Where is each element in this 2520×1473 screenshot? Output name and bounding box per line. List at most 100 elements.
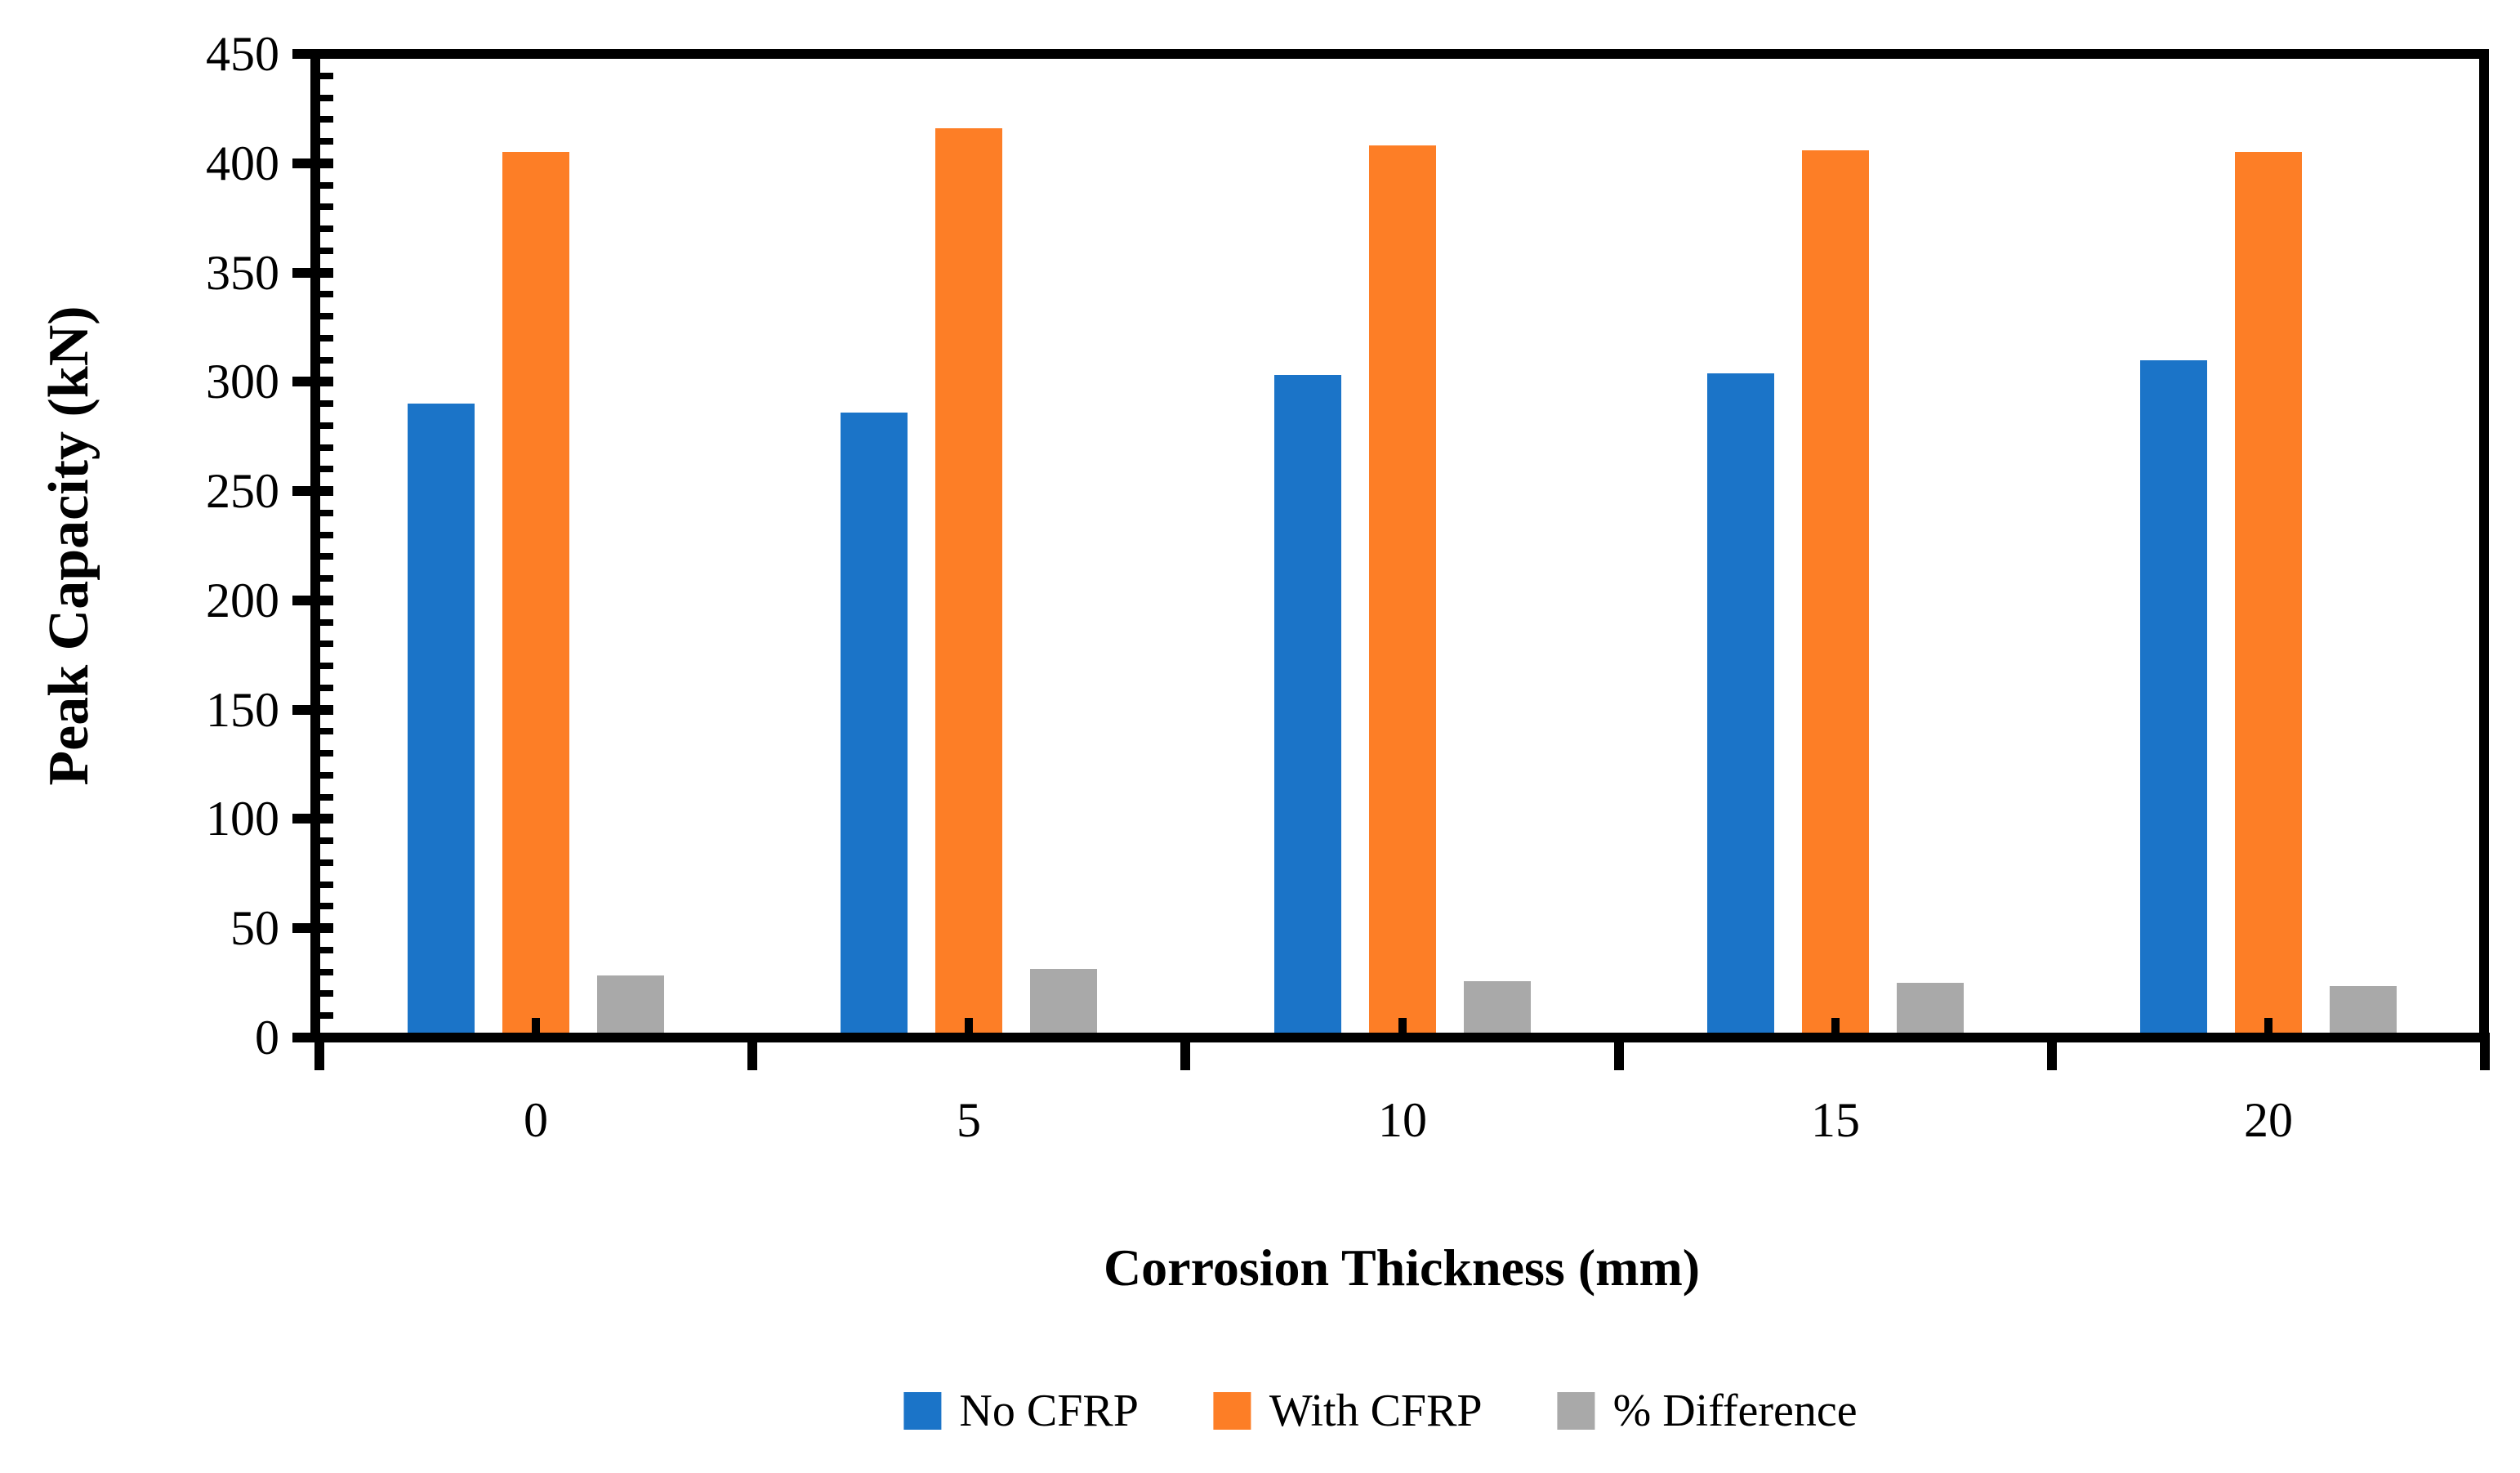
- bar-no-cfrp-15: [1707, 373, 1774, 1033]
- legend-label-percent-difference: % Difference: [1612, 1386, 1858, 1436]
- y-major-tick: [292, 268, 333, 278]
- y-minor-tick: [320, 422, 333, 429]
- y-minor-tick: [320, 947, 333, 953]
- bar-difference-5: [1030, 969, 1097, 1033]
- x-axis-line: [292, 1033, 2489, 1042]
- x-major-tick: [314, 1033, 324, 1070]
- y-minor-tick: [320, 313, 333, 319]
- y-major-tick: [292, 705, 333, 715]
- bar-no-cfrp-10: [1274, 375, 1341, 1033]
- y-minor-tick: [320, 990, 333, 997]
- y-minor-tick: [320, 619, 333, 626]
- y-minor-tick: [320, 335, 333, 341]
- y-minor-tick: [320, 510, 333, 516]
- y-minor-tick: [320, 903, 333, 909]
- plot-right-border: [2479, 49, 2489, 1042]
- x-major-tick: [747, 1033, 757, 1070]
- y-tick-label: 200: [206, 574, 279, 627]
- y-tick-label: 300: [206, 355, 279, 408]
- y-tick-label: 400: [206, 136, 279, 190]
- y-axis-title: Peak Capacity (kN): [38, 306, 100, 786]
- x-axis-title: Corrosion Thickness (mm): [1103, 1239, 1701, 1297]
- x-minor-tick: [532, 1018, 540, 1038]
- y-minor-tick: [320, 466, 333, 472]
- y-minor-tick: [320, 400, 333, 407]
- bar-with-cfrp-20: [2235, 152, 2302, 1033]
- legend-swatch-percent-difference: [1557, 1392, 1595, 1430]
- y-tick-label: 250: [206, 464, 279, 518]
- legend-label-with-cfrp: With CFRP: [1269, 1386, 1483, 1436]
- x-major-tick: [2047, 1033, 2057, 1070]
- y-major-tick: [292, 596, 333, 605]
- bar-no-cfrp-5: [841, 413, 908, 1033]
- y-minor-tick: [320, 882, 333, 888]
- y-minor-tick: [320, 1012, 333, 1019]
- x-tick-label: 15: [1811, 1093, 1860, 1147]
- bar-with-cfrp-10: [1369, 145, 1436, 1033]
- y-minor-tick: [320, 794, 333, 801]
- y-major-tick: [292, 158, 333, 168]
- y-major-tick: [292, 814, 333, 824]
- y-major-tick: [292, 49, 333, 59]
- bar-no-cfrp-20: [2140, 360, 2207, 1033]
- y-minor-tick: [320, 663, 333, 669]
- y-minor-tick: [320, 728, 333, 734]
- y-major-tick: [292, 486, 333, 496]
- x-minor-tick: [965, 1018, 973, 1038]
- y-minor-tick: [320, 859, 333, 866]
- x-tick-label: 0: [524, 1093, 548, 1147]
- y-minor-tick: [320, 444, 333, 451]
- bar-difference-10: [1464, 981, 1531, 1033]
- y-minor-tick: [320, 182, 333, 189]
- y-minor-tick: [320, 969, 333, 975]
- y-major-tick: [292, 923, 333, 933]
- x-major-tick: [1614, 1033, 1624, 1070]
- y-tick-label: 150: [206, 683, 279, 737]
- legend-item-with-cfrp: With CFRP: [1213, 1386, 1483, 1436]
- y-minor-tick: [320, 116, 333, 123]
- legend-label-no-cfrp: No CFRP: [959, 1386, 1139, 1436]
- y-minor-tick: [320, 225, 333, 232]
- y-minor-tick: [320, 641, 333, 647]
- y-minor-tick: [320, 685, 333, 691]
- y-major-tick: [292, 377, 333, 386]
- bar-with-cfrp-15: [1802, 150, 1869, 1033]
- y-minor-tick: [320, 772, 333, 779]
- bar-difference-0: [597, 975, 664, 1033]
- x-tick-label: 10: [1378, 1093, 1427, 1147]
- x-minor-tick: [1398, 1018, 1407, 1038]
- bar-difference-15: [1897, 983, 1964, 1033]
- bar-with-cfrp-0: [502, 152, 569, 1033]
- x-tick-label: 20: [2244, 1093, 2293, 1147]
- y-minor-tick: [320, 553, 333, 560]
- y-minor-tick: [320, 95, 333, 101]
- y-tick-label: 0: [255, 1011, 279, 1065]
- y-minor-tick: [320, 837, 333, 844]
- y-tick-label: 450: [206, 27, 279, 81]
- x-minor-tick: [1831, 1018, 1840, 1038]
- x-major-tick: [2480, 1033, 2490, 1070]
- legend-swatch-with-cfrp: [1213, 1392, 1251, 1430]
- y-minor-tick: [320, 248, 333, 254]
- y-axis-line: [310, 49, 320, 1042]
- y-minor-tick: [320, 291, 333, 297]
- bar-difference-20: [2330, 986, 2397, 1033]
- y-minor-tick: [320, 532, 333, 538]
- y-minor-tick: [320, 203, 333, 210]
- y-major-tick: [292, 1033, 333, 1042]
- x-major-tick: [1180, 1033, 1190, 1070]
- y-minor-tick: [320, 575, 333, 582]
- y-tick-label: 50: [230, 901, 279, 955]
- legend-swatch-no-cfrp: [903, 1392, 942, 1430]
- y-tick-label: 100: [206, 792, 279, 846]
- legend-item-percent-difference: % Difference: [1557, 1386, 1858, 1436]
- legend: No CFRP With CFRP % Difference: [903, 1386, 1858, 1436]
- y-minor-tick: [320, 73, 333, 79]
- bar-with-cfrp-5: [935, 128, 1002, 1033]
- plot-top-border: [292, 49, 2489, 59]
- y-minor-tick: [320, 357, 333, 364]
- x-tick-label: 5: [957, 1093, 981, 1147]
- y-minor-tick: [320, 750, 333, 757]
- bar-no-cfrp-0: [408, 404, 475, 1033]
- y-minor-tick: [320, 138, 333, 145]
